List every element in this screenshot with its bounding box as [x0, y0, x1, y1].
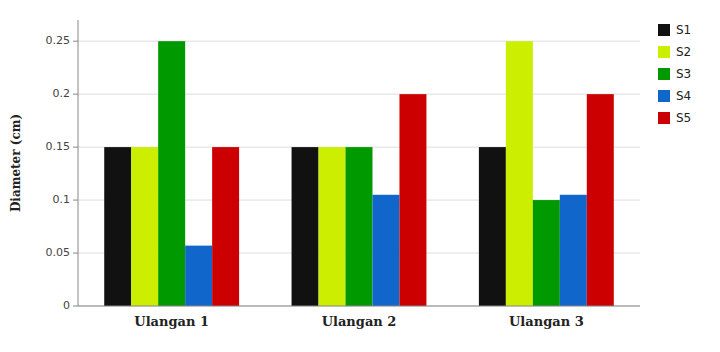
bar	[587, 94, 614, 306]
legend-label: S2	[676, 45, 691, 59]
y-tick	[73, 94, 78, 95]
legend-label: S1	[676, 23, 691, 37]
x-tick-label: Ulangan 2	[322, 314, 397, 329]
y-tick-label: 0	[63, 299, 70, 312]
bar	[506, 41, 533, 306]
bar	[533, 200, 560, 306]
legend-label: S5	[676, 111, 691, 125]
legend-swatch	[658, 46, 670, 58]
bar	[319, 147, 346, 306]
x-tick-label: Ulangan 3	[509, 314, 584, 329]
legend-swatch	[658, 90, 670, 102]
y-tick	[73, 147, 78, 148]
y-tick	[73, 200, 78, 201]
y-tick	[73, 253, 78, 254]
legend-label: S4	[676, 89, 691, 103]
bar	[372, 195, 399, 306]
y-axis-title: Diameter (cm)	[9, 114, 23, 212]
legend-swatch	[658, 112, 670, 124]
chart-svg: 0 0.05 0.1 0.15 0.2 0.25 Ulangan 1 Ulangan 2 Ula…	[0, 0, 720, 352]
y-tick-label: 0.25	[46, 34, 71, 47]
bar	[399, 94, 426, 306]
legend-swatch	[658, 24, 670, 36]
y-tick	[73, 41, 78, 42]
legend-label: S3	[676, 67, 691, 81]
bars	[104, 41, 614, 306]
bar	[212, 147, 239, 306]
bar	[346, 147, 373, 306]
y-axis-line	[78, 20, 79, 306]
bar	[185, 246, 212, 306]
legend: S1 S2 S3 S4 S5	[658, 23, 691, 125]
y-tick-label: 0.15	[46, 140, 71, 153]
x-tick-label: Ulangan 1	[134, 314, 209, 329]
bar	[560, 195, 587, 306]
bar	[104, 147, 131, 306]
x-axis-line	[78, 306, 640, 307]
bar	[479, 147, 506, 306]
y-tick-label: 0.2	[53, 87, 71, 100]
grid-line	[78, 306, 640, 307]
legend-swatch	[658, 68, 670, 80]
chart-container: 0 0.05 0.1 0.15 0.2 0.25 Ulangan 1 Ulangan 2 Ula…	[0, 0, 720, 352]
y-tick-label: 0.05	[46, 246, 71, 259]
bar	[158, 41, 185, 306]
y-tick	[73, 306, 78, 307]
bar	[292, 147, 319, 306]
bar	[131, 147, 158, 306]
y-tick-label: 0.1	[53, 193, 71, 206]
grid	[78, 41, 640, 306]
